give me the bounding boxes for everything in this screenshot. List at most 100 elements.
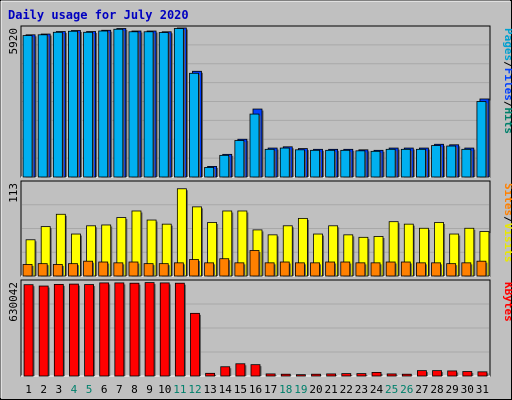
x-tick-label: 26 <box>400 383 413 396</box>
sites-bar <box>325 261 336 277</box>
files-bar <box>461 148 472 178</box>
sites-bar <box>52 264 63 277</box>
legend-separator: / <box>502 101 512 108</box>
x-tick-label: 8 <box>131 383 138 396</box>
files-bar <box>189 72 199 178</box>
x-tick-label: 28 <box>430 383 443 396</box>
sites-bar <box>340 261 351 277</box>
x-tick-label: 15 <box>234 383 247 396</box>
legend-item: Hits <box>502 108 512 135</box>
sites-bar <box>68 263 78 277</box>
sites-bar <box>416 262 426 277</box>
files-bar <box>128 31 139 178</box>
legend-item: Pages <box>502 28 512 61</box>
kbytes-bar <box>159 282 170 377</box>
kbytes-bar <box>401 373 412 377</box>
legend-item: KBytes <box>502 282 512 322</box>
x-tick-label: 31 <box>476 383 489 396</box>
panel-3: 630042 KBytes <box>7 279 512 377</box>
x-tick-label: 2 <box>40 383 47 396</box>
sites-bar <box>279 261 290 277</box>
kbytes-bar <box>341 373 352 377</box>
files-bar <box>400 148 411 178</box>
chart-title: Daily usage for July 2020 <box>8 8 189 22</box>
files-bar <box>204 167 215 178</box>
x-tick-label: 11 <box>173 383 186 396</box>
sites-bar <box>310 262 320 277</box>
x-tick-label: 17 <box>264 383 277 396</box>
y-max-label: 113 <box>7 183 20 203</box>
x-tick-label: 22 <box>340 383 353 396</box>
y-max-label: 5920 <box>7 28 20 55</box>
files-bar <box>52 31 63 178</box>
kbytes-bar <box>220 366 231 377</box>
sites-bar <box>83 260 93 277</box>
files-bar <box>22 35 33 178</box>
x-tick-label: 10 <box>158 383 171 396</box>
sites-bar <box>113 262 124 277</box>
x-tick-label: 7 <box>116 383 123 396</box>
kbytes-bar <box>371 372 382 377</box>
files-bar <box>385 148 396 178</box>
kbytes-bar <box>99 282 110 377</box>
sites-bar <box>158 263 169 277</box>
files-bar <box>325 149 336 178</box>
files-bar <box>370 150 381 178</box>
kbytes-bar <box>432 370 442 377</box>
x-tick-label: 20 <box>309 383 322 396</box>
y-max-label: 630042 <box>7 282 20 322</box>
files-bar <box>249 113 260 178</box>
files-bar <box>234 140 245 178</box>
files-bar <box>173 28 184 178</box>
files-bar <box>416 148 426 178</box>
sites-bar <box>234 262 245 277</box>
kbytes-bar <box>235 363 246 377</box>
files-bar <box>476 101 487 178</box>
kbytes-bar <box>417 370 427 377</box>
kbytes-bar <box>205 372 216 377</box>
files-bar <box>219 154 230 178</box>
sites-bar <box>400 261 411 277</box>
files-bar <box>98 30 109 178</box>
sites-bar <box>128 261 139 277</box>
kbytes-bar <box>53 283 64 377</box>
kbytes-bar <box>447 370 458 377</box>
x-tick-label: 27 <box>415 383 428 396</box>
x-tick-label: 5 <box>86 383 93 396</box>
files-bar <box>158 32 169 178</box>
files-bar <box>68 30 78 178</box>
kbytes-bar <box>144 282 155 377</box>
kbytes-bar <box>84 284 94 377</box>
x-tick-label: 23 <box>355 383 368 396</box>
sites-bar <box>385 261 396 277</box>
sites-bar <box>461 262 472 277</box>
kbytes-bar <box>69 283 79 377</box>
x-tick-label: 25 <box>385 383 398 396</box>
legend-item: Sites <box>502 183 512 216</box>
legend: KBytes <box>502 282 512 322</box>
kbytes-bar <box>250 364 261 377</box>
sites-bar <box>264 262 275 277</box>
x-tick-label: 12 <box>188 383 201 396</box>
sites-bar <box>204 262 215 277</box>
legend-item: Visits <box>502 223 512 263</box>
legend-separator: / <box>502 216 512 223</box>
kbytes-bar <box>38 285 49 377</box>
files-bar <box>446 145 457 178</box>
kbytes-bar <box>129 282 140 377</box>
panel-2: 113 Sites/Visits <box>7 180 512 277</box>
sites-bar <box>355 262 366 277</box>
x-tick-label: 18 <box>279 383 292 396</box>
kbytes-bar <box>23 284 34 377</box>
files-bar <box>264 148 275 178</box>
kbytes-bar <box>280 373 291 377</box>
legend: Sites/Visits <box>502 183 512 263</box>
sites-bar <box>143 263 154 277</box>
x-tick-label: 16 <box>249 383 262 396</box>
kbytes-bar <box>386 373 397 377</box>
x-tick-label: 13 <box>203 383 216 396</box>
sites-bar <box>37 263 48 277</box>
files-bar <box>310 149 320 178</box>
